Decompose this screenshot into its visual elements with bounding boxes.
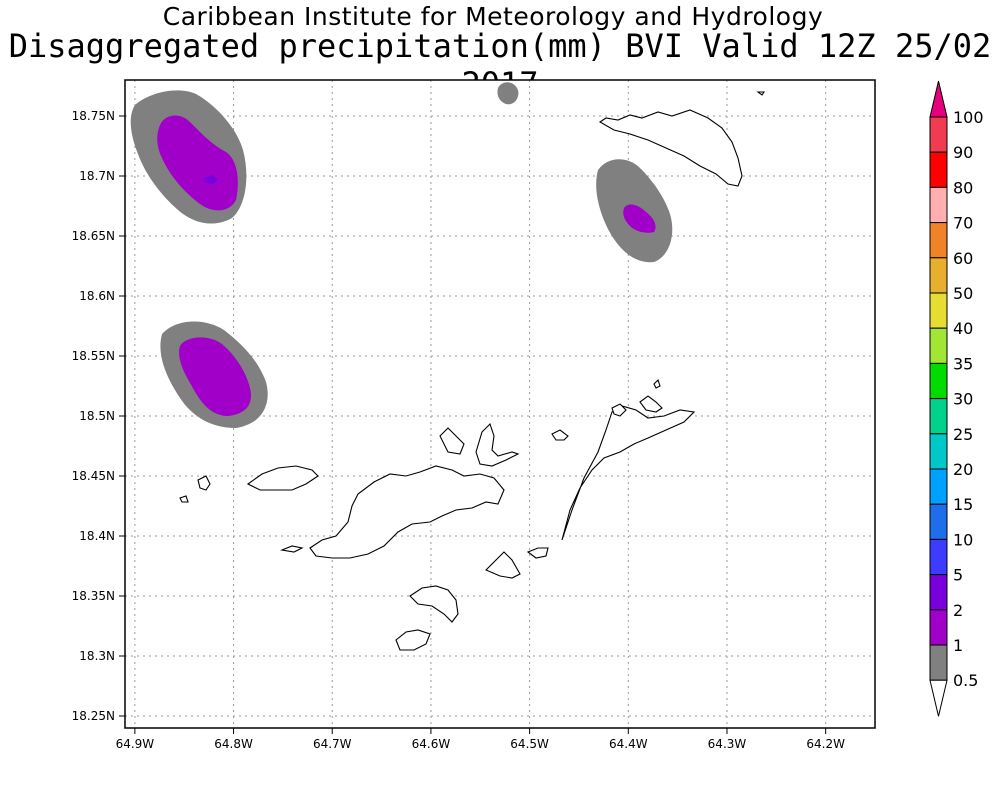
island-jost-van-dyke [246,465,319,491]
island-peter [409,585,459,623]
precip-field [130,82,673,428]
chart-title-product: Disaggregated precipitation(mm) BVI Vali… [8,27,992,103]
island-norman [395,629,431,651]
colorbar-segment [929,574,948,611]
colorbar-segment [929,116,948,153]
colorbar-segment [929,538,948,576]
lon-tick-label: 64.8W [214,737,253,751]
colorbar-segment [929,468,948,505]
lat-tick-label: 18.6N [79,289,115,303]
colorbar-segment [929,222,948,259]
precip-region-northwest-core [157,115,238,211]
colorbar-label: 70 [953,214,973,233]
colorbar-label: 20 [953,460,973,479]
colorbar-label: 10 [953,530,973,549]
colorbar-segment [929,433,948,470]
island-prickly-pear [611,403,627,417]
colorbar-label: 15 [953,495,973,514]
chart-title-institute: Caribbean Institute for Meteorology and … [162,2,824,31]
island-scrub [551,429,569,441]
island-little-thatch [279,545,304,553]
colorbar-label: 100 [953,108,984,127]
lat-tick-label: 18.55N [72,349,115,363]
lat-tick-label: 18.75N [72,109,115,123]
precip-spot-north [497,82,519,105]
colorbar-segment [929,362,948,400]
colorbar-label: 35 [953,354,973,373]
precip-region-northeast-core [623,204,656,233]
colorbar-label: 1 [953,636,963,655]
colorbar-segment [929,398,948,435]
colorbar-segment [929,257,948,294]
island-virgin-gorda [561,405,696,541]
lon-tick-label: 64.2W [806,737,845,751]
precip-region-west-core [179,337,252,416]
latitude-axis: 18.75N 18.7N 18.65N 18.6N 18.55N 18.5N 18.45N 1… [72,109,125,723]
island-anegada [598,109,743,187]
colorbar-segment [929,644,948,681]
island-west-rock [179,495,189,503]
map-frame [124,79,876,729]
lat-tick-label: 18.65N [72,229,115,243]
colorbar-segment [929,327,948,364]
colorbar-label: 80 [953,178,973,197]
colorbar-label: 5 [953,566,963,585]
lat-tick-label: 18.25N [72,709,115,723]
precip-spot-5mm [204,175,218,184]
longitude-axis: 64.9W 64.8W 64.7W 64.6W 64.5W 64.4W 64.3W 64.2W [116,728,845,751]
lon-tick-label: 64.6W [412,737,451,751]
lat-tick-label: 18.4N [79,529,115,543]
colorbar-label: 2 [953,601,963,620]
island-cooper [485,551,521,579]
lat-tick-label: 18.45N [72,469,115,483]
lat-tick-label: 18.35N [72,589,115,603]
colorbar-segment [929,609,948,646]
island-mosquito [639,395,663,413]
island-great-camanoe [439,427,465,455]
island-tortola [309,465,505,559]
colorbar-triangle-top [929,80,948,118]
island-guana [475,422,520,467]
lon-tick-label: 64.4W [609,737,648,751]
lon-tick-label: 64.3W [708,737,747,751]
colorbar-label: 90 [953,143,973,162]
lon-tick-label: 64.9W [116,737,155,751]
colorbar-segment [929,503,948,540]
lon-tick-label: 64.5W [510,737,549,751]
lat-tick-label: 18.3N [79,649,115,663]
island-sandy-cay [197,475,211,491]
lat-tick-label: 18.7N [79,169,115,183]
islands [179,91,766,651]
lon-tick-label: 64.7W [313,737,352,751]
colorbar-label: 0.5 [953,671,978,690]
colorbar-label: 50 [953,284,973,303]
colorbar-label: 30 [953,390,973,409]
island-eustatia [653,378,661,389]
lat-tick-label: 18.5N [79,409,115,423]
colorbar-label: 40 [953,319,973,338]
island-ginger [526,547,549,559]
colorbar-segment [929,151,948,188]
colorbar-segment [929,186,948,224]
colorbar-triangle-bottom [929,679,948,717]
colorbar-segment [929,292,948,329]
island-necker [756,91,766,96]
colorbar-label: 25 [953,425,973,444]
colorbar-label: 60 [953,249,973,268]
